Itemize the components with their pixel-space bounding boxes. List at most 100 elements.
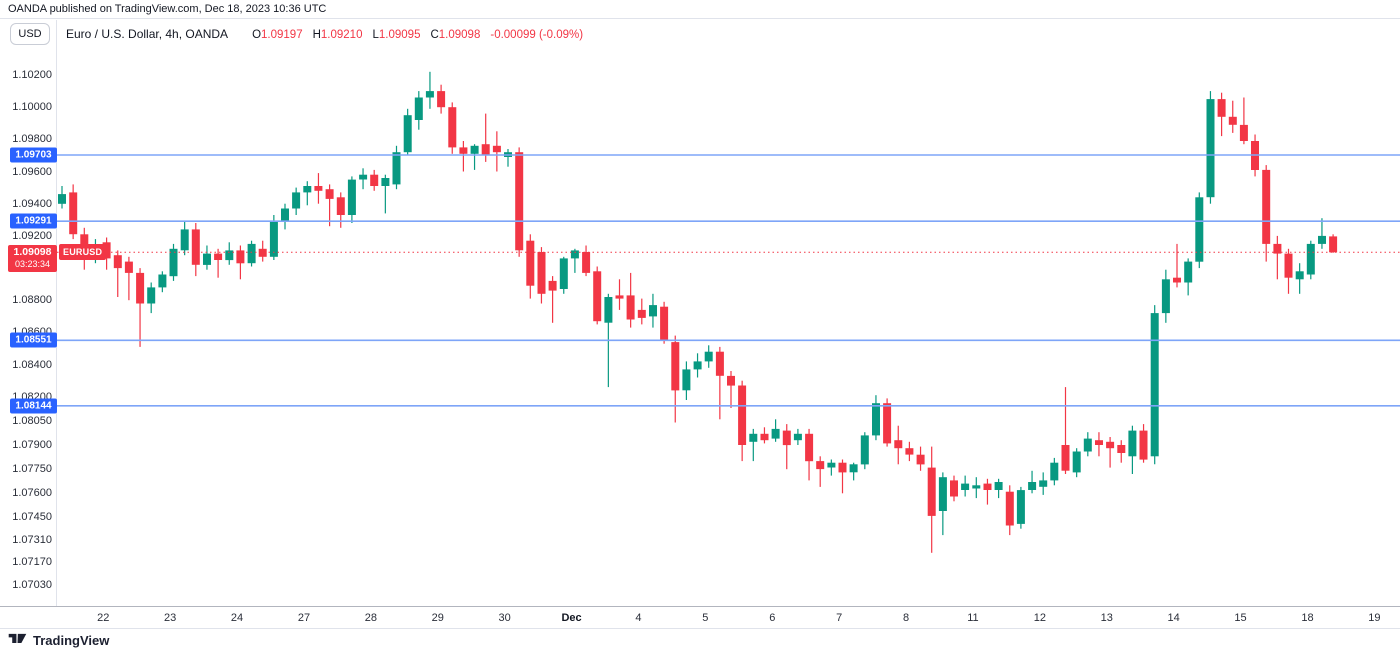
candle-body [883,403,892,444]
date-label: 5 [702,612,709,624]
candle-body [403,115,412,153]
candle-body [950,480,958,497]
price-level-label: 1.08551 [10,332,57,348]
candle-body [1083,438,1092,452]
candle-body [1273,243,1282,254]
ohlc-low-value: 1.09095 [378,29,421,41]
date-label: 13 [1100,612,1113,624]
last-price-label: 1.09098 03:23:34 [8,244,57,272]
price-tick: 1.09200 [12,229,52,242]
candle-body [559,258,568,289]
date-label: 7 [836,612,843,624]
candle-body [69,192,78,235]
ohlc-close-value: 1.09098 [438,29,481,41]
candle-body [1128,430,1137,457]
candle-body [392,152,401,185]
candle-body [983,483,992,490]
candle-body [1061,445,1070,471]
candle-body [1139,430,1148,460]
price-level-label: 1.08144 [10,398,57,414]
candle-body [370,174,379,186]
date-label: 14 [1167,612,1180,624]
date-label: 4 [635,612,642,624]
candle-body [459,147,468,154]
candle-body [961,483,970,490]
candle-body [593,271,602,322]
candle-body [1117,445,1126,453]
candle-body [481,144,490,156]
candle-body [325,189,334,199]
date-label: 15 [1234,612,1247,624]
candle-body [1217,99,1226,117]
candle-body [113,255,122,269]
publish-info: OANDA published on TradingView.com, Dec … [0,0,1400,19]
date-label: 11 [967,612,979,624]
tradingview-brand-text: TradingView [33,633,110,648]
price-tick: 1.10000 [12,101,52,114]
candle-body [1173,277,1181,283]
candle-body [1228,116,1237,125]
candle-body [1184,261,1193,283]
candle-body [1106,441,1115,449]
candle-body [604,297,613,323]
candle-body [225,250,234,261]
candle-body [860,435,869,465]
candle-body [693,361,702,370]
candle-body [582,252,591,273]
tradingview-link[interactable]: TradingView [8,633,109,648]
candle-body [793,433,802,441]
candle-body [894,440,903,449]
date-label: 19 [1368,612,1381,624]
candle-body [738,385,747,445]
candle-body [492,145,501,153]
candle-body [1262,169,1271,244]
candle-body [727,375,735,386]
price-tick: 1.07170 [12,556,52,569]
candle-body [671,342,680,391]
candle-body [1329,236,1338,253]
candle-body [247,243,256,264]
price-tick: 1.07900 [12,439,52,452]
candle-body [258,248,267,257]
ohlc-high-label: H [312,29,321,41]
date-label: 29 [431,612,444,624]
candle-body [771,428,780,439]
candle-body [1161,279,1170,314]
candle-body [203,253,211,265]
price-tick: 1.08800 [12,294,52,307]
candle-body [1050,462,1059,481]
candle-body [1072,451,1081,473]
candle-body [1150,313,1159,457]
candle-body [169,248,178,277]
candle-body [649,305,657,317]
candle-body [1318,235,1326,244]
candle-body [972,485,981,489]
candle-body [191,229,200,265]
candle-body [437,91,446,108]
bar-countdown: 03:23:34 [14,258,51,269]
candle-body [548,280,557,291]
candle-body [281,208,289,222]
price-tick: 1.09600 [12,165,52,178]
price-tick: 1.07750 [12,463,52,476]
symbol-price-tag: EURUSD [59,244,107,261]
candle-body [1016,490,1025,524]
candle-body [124,261,133,273]
price-tick: 1.07450 [12,511,52,524]
date-label: 28 [364,612,377,624]
candle-body [537,252,546,294]
date-label: 27 [297,612,311,624]
currency-selector-button[interactable]: USD [10,23,50,45]
candle-body [704,351,713,362]
candle-body [927,467,936,516]
candle-body [136,272,145,304]
candle-body [760,433,769,441]
ohlc-open-value: 1.09197 [261,29,303,41]
candle-body [849,464,858,473]
price-axis-divider [56,20,57,606]
candle-body [715,351,724,376]
price-tick: 1.07310 [12,533,52,546]
candle-body [838,462,847,473]
